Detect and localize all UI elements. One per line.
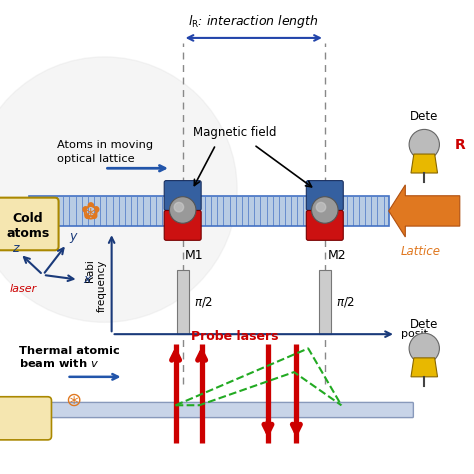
Text: $\pi/2$: $\pi/2$ <box>337 295 356 309</box>
Text: ⊛: ⊛ <box>82 203 99 223</box>
Text: Thermal atomic: Thermal atomic <box>19 346 120 356</box>
Text: Cold: Cold <box>12 211 43 225</box>
Text: $z$: $z$ <box>12 242 21 255</box>
Circle shape <box>169 197 196 223</box>
Text: ⊛: ⊛ <box>65 391 82 410</box>
Text: $y$: $y$ <box>69 231 79 245</box>
Polygon shape <box>411 154 438 173</box>
FancyBboxPatch shape <box>0 198 59 250</box>
FancyBboxPatch shape <box>28 402 413 418</box>
Text: optical lattice: optical lattice <box>57 154 135 164</box>
Polygon shape <box>389 185 460 237</box>
Circle shape <box>174 202 183 212</box>
Circle shape <box>316 202 326 212</box>
FancyBboxPatch shape <box>0 397 52 440</box>
Circle shape <box>0 57 237 322</box>
Text: posit: posit <box>401 329 428 339</box>
Bar <box>319 270 331 334</box>
Text: $l_\mathrm{R}$: interaction length: $l_\mathrm{R}$: interaction length <box>188 13 319 30</box>
Text: $\pi/2$: $\pi/2$ <box>194 295 213 309</box>
Text: $x$: $x$ <box>83 273 93 286</box>
FancyBboxPatch shape <box>164 181 201 210</box>
FancyBboxPatch shape <box>306 181 343 210</box>
Text: Dete: Dete <box>410 109 438 123</box>
Text: R: R <box>455 137 465 152</box>
Bar <box>29 195 389 226</box>
Text: Atoms in moving: Atoms in moving <box>57 139 153 150</box>
Circle shape <box>409 129 439 160</box>
Text: Dete: Dete <box>410 318 438 331</box>
Circle shape <box>409 333 439 364</box>
Text: ✿: ✿ <box>81 201 100 225</box>
Text: laser: laser <box>10 284 37 294</box>
Text: Rabi
frequency: Rabi frequency <box>85 259 107 312</box>
Text: Lattice: Lattice <box>401 245 440 258</box>
FancyBboxPatch shape <box>164 210 201 240</box>
Text: atoms: atoms <box>6 227 49 240</box>
Circle shape <box>311 197 338 223</box>
Polygon shape <box>411 358 438 377</box>
Text: M1: M1 <box>185 249 204 263</box>
Text: Probe lasers: Probe lasers <box>191 330 279 343</box>
Text: Magnetic field: Magnetic field <box>193 126 276 139</box>
Text: M2: M2 <box>328 249 346 263</box>
FancyBboxPatch shape <box>306 210 343 240</box>
Text: beam with $v$: beam with $v$ <box>19 356 100 369</box>
Bar <box>177 270 189 334</box>
